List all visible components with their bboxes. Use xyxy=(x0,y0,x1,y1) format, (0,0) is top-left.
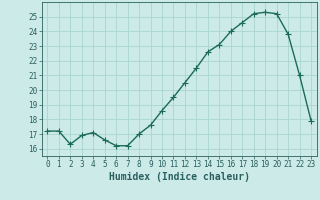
X-axis label: Humidex (Indice chaleur): Humidex (Indice chaleur) xyxy=(109,172,250,182)
